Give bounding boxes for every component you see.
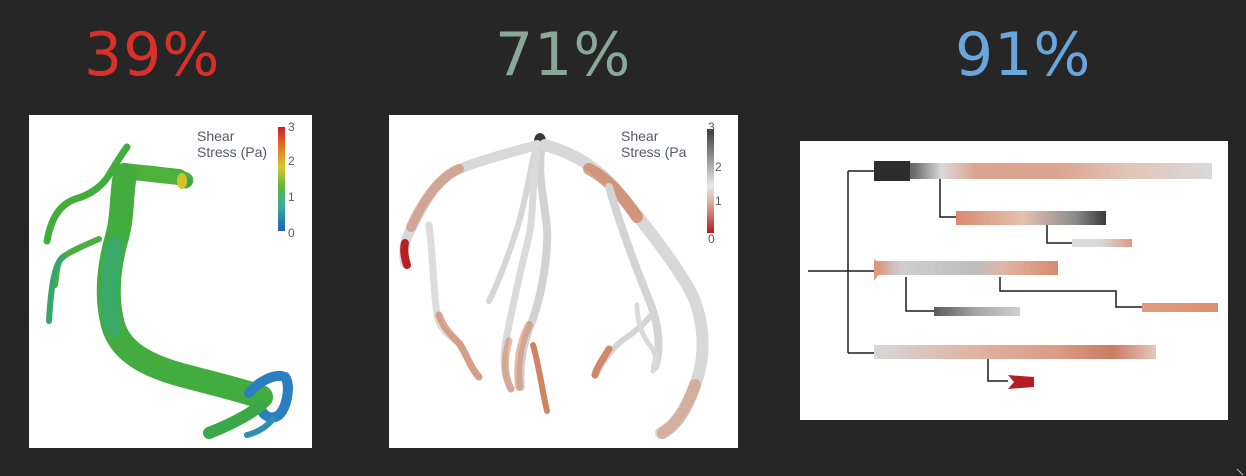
legend-title-line2: Stress (Pa): [197, 144, 268, 160]
vessel-tree-panel: [800, 141, 1228, 420]
vessel-panel-1: Shear Stress (Pa) 3 2 1 0: [29, 115, 312, 448]
legend-title-line1: Shear: [197, 128, 235, 144]
legend-title-line2: Stress (Pa: [621, 144, 687, 160]
colorbar-tick: 0: [288, 226, 295, 240]
percent-label-1: 39%: [84, 20, 221, 90]
vessel-model-2: [399, 133, 709, 439]
colorbar-tick: 3: [708, 120, 715, 134]
colorbar-tick: 2: [288, 154, 295, 168]
vessel-panel-2: Shear Stress (Pa 3 2 1 0: [389, 115, 738, 448]
vessel-dendrogram: [808, 161, 1218, 389]
colorbar-tick: 1: [288, 190, 295, 204]
vessel-model-1: [43, 143, 293, 439]
legend-title-2: Shear Stress (Pa: [621, 128, 686, 160]
corner-mark: [1236, 468, 1244, 476]
legend-title-line1: Shear: [621, 128, 659, 144]
colorbar-tick: 3: [288, 120, 295, 134]
colorbar-tick: 2: [715, 160, 722, 174]
percent-label-2: 71%: [495, 20, 632, 90]
colorbar-tick: 0: [708, 232, 715, 246]
colorbar-1: [278, 127, 285, 231]
colorbar-tick: 1: [715, 194, 722, 208]
percent-label-3: 91%: [955, 20, 1092, 90]
colorbar-2: [707, 129, 714, 233]
legend-title-1: Shear Stress (Pa): [197, 128, 267, 160]
